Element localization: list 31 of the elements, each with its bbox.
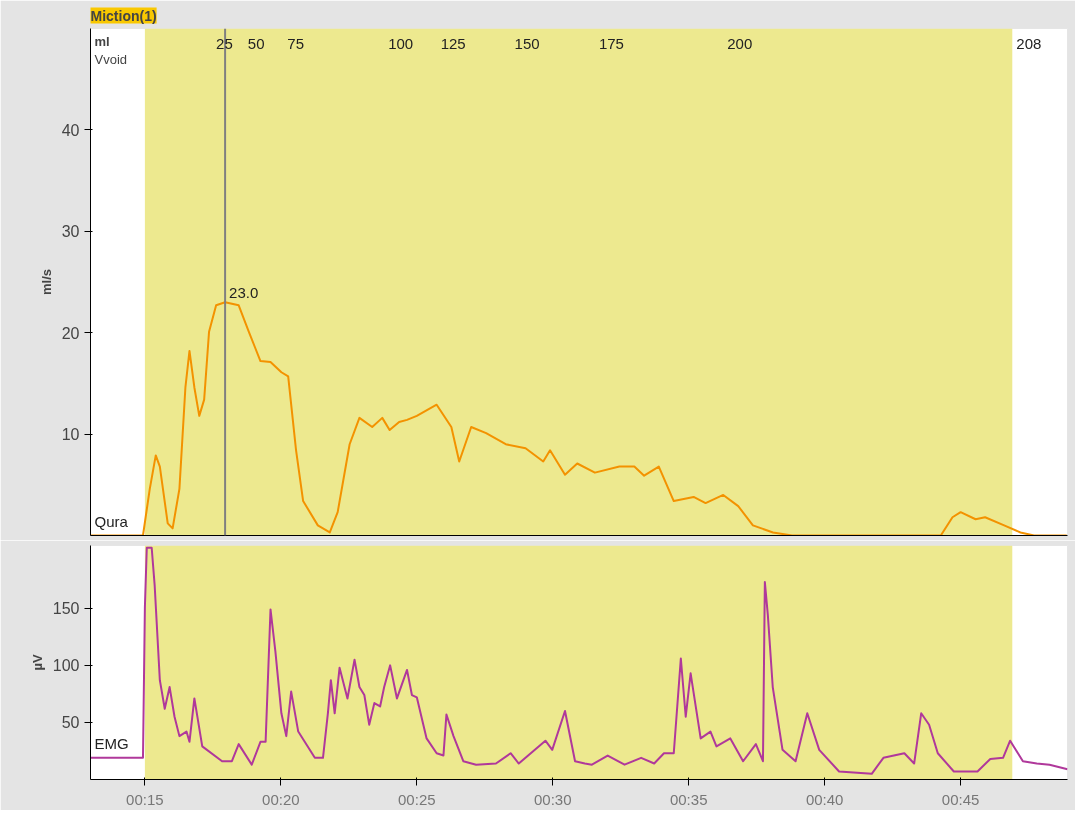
- y-axis-title: ml/s: [38, 268, 54, 296]
- y-tick-label: 50: [61, 714, 80, 732]
- x-tick-label: 00:20: [262, 790, 300, 808]
- annotation: 100: [388, 34, 414, 52]
- x-tick-label: 00:45: [941, 790, 980, 808]
- annotation: 200: [727, 34, 753, 52]
- annotation: 125: [440, 34, 466, 52]
- y-tick-label: 10: [61, 426, 80, 444]
- annotation: ml: [94, 33, 110, 49]
- annotation: 208: [1016, 34, 1042, 52]
- x-tick-label: 00:35: [669, 790, 708, 808]
- series-label: EMG: [94, 734, 129, 752]
- y-axis-title: µV: [29, 654, 45, 671]
- x-tick-label: 00:40: [805, 790, 844, 808]
- y-tick-label: 150: [52, 600, 80, 618]
- x-tick-label: 00:30: [533, 790, 572, 808]
- x-tick-label: 00:15: [126, 790, 164, 808]
- annotation: 150: [514, 34, 540, 52]
- annotation: 50: [247, 34, 265, 52]
- y-tick-label: 100: [52, 657, 80, 675]
- annotation: 75: [287, 34, 304, 52]
- annotation: 23.0: [229, 284, 259, 302]
- annotation: Vvoid: [94, 51, 128, 67]
- series-label: Qura: [94, 512, 129, 530]
- annotation: 25: [216, 34, 233, 52]
- x-tick-label: 00:25: [398, 790, 436, 808]
- chart-title: Miction(1): [90, 7, 157, 24]
- y-tick-label: 30: [61, 223, 80, 241]
- y-tick-label: 40: [61, 121, 80, 139]
- y-tick-label: 20: [61, 324, 80, 342]
- annotation: 175: [598, 34, 624, 52]
